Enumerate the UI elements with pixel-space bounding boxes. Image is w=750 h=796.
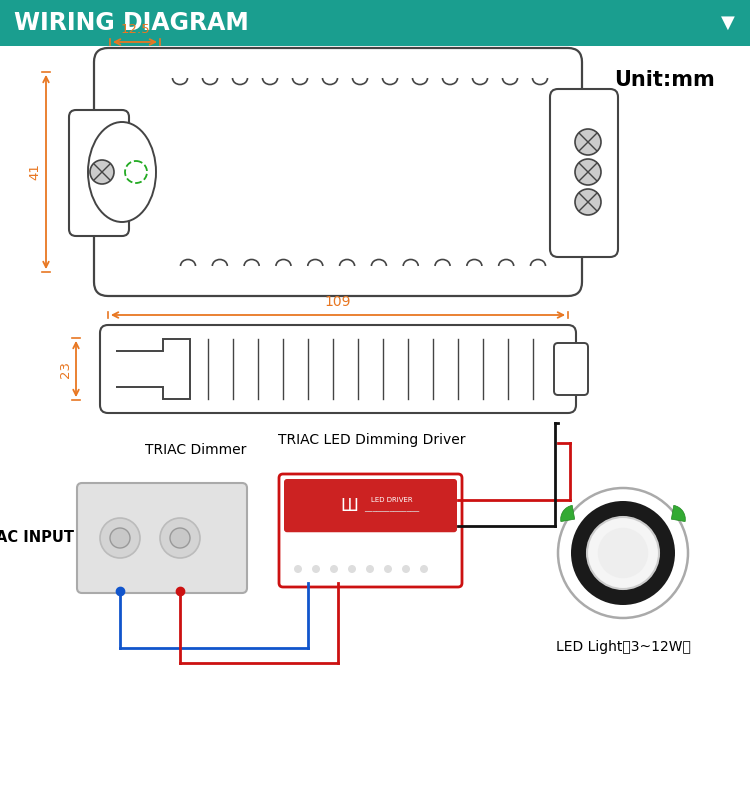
Text: TRIAC LED Dimming Driver: TRIAC LED Dimming Driver [278, 433, 466, 447]
Wedge shape [561, 505, 574, 521]
Bar [0, 0, 750, 46]
Text: Unit:mm: Unit:mm [614, 70, 715, 90]
FancyBboxPatch shape [284, 479, 457, 533]
Text: LED DRIVER: LED DRIVER [370, 497, 413, 503]
Circle shape [170, 528, 190, 548]
FancyBboxPatch shape [554, 343, 588, 395]
Circle shape [571, 501, 675, 605]
Circle shape [160, 518, 200, 558]
Circle shape [366, 565, 374, 573]
Circle shape [575, 189, 601, 215]
Text: 12.5: 12.5 [120, 23, 150, 36]
Circle shape [420, 565, 428, 573]
Circle shape [294, 565, 302, 573]
FancyBboxPatch shape [279, 474, 462, 587]
Wedge shape [671, 505, 686, 521]
Circle shape [575, 129, 601, 155]
Text: AC INPUT: AC INPUT [0, 530, 74, 545]
Text: 109: 109 [325, 295, 351, 309]
Text: LED Light（3~12W）: LED Light（3~12W） [556, 640, 691, 654]
Circle shape [312, 565, 320, 573]
Circle shape [348, 565, 356, 573]
Text: TRIAC Dimmer: TRIAC Dimmer [145, 443, 246, 457]
Text: 41: 41 [28, 163, 41, 181]
Circle shape [384, 565, 392, 573]
Circle shape [330, 565, 338, 573]
Text: Ш: Ш [340, 497, 358, 515]
Circle shape [110, 528, 130, 548]
Circle shape [598, 528, 648, 578]
Circle shape [100, 518, 140, 558]
Text: 23: 23 [59, 361, 72, 377]
Ellipse shape [88, 122, 156, 222]
FancyBboxPatch shape [550, 89, 618, 257]
Circle shape [575, 159, 601, 185]
FancyBboxPatch shape [100, 325, 576, 413]
FancyBboxPatch shape [94, 48, 582, 296]
Text: WIRING DIAGRAM: WIRING DIAGRAM [14, 11, 249, 35]
FancyBboxPatch shape [77, 483, 247, 593]
Text: ▼: ▼ [721, 14, 735, 32]
Circle shape [587, 517, 659, 589]
Circle shape [402, 565, 410, 573]
Text: ─────────────: ───────────── [364, 509, 419, 515]
Circle shape [558, 488, 688, 618]
FancyBboxPatch shape [69, 110, 129, 236]
Circle shape [90, 160, 114, 184]
